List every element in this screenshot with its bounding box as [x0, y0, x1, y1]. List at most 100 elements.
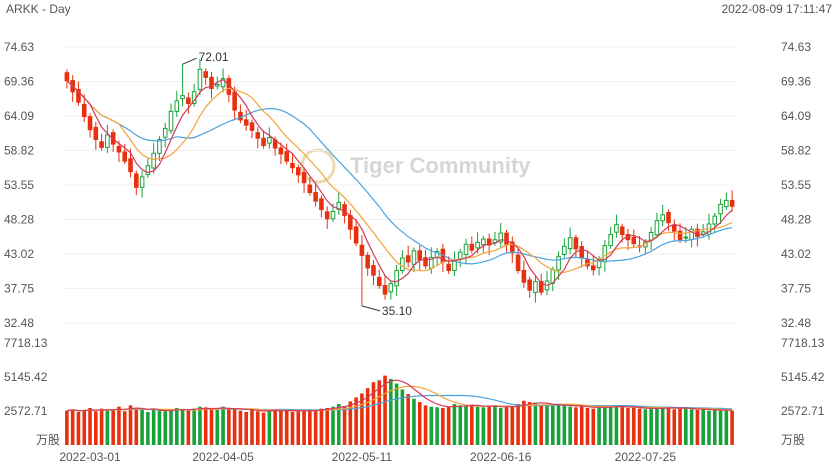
candle-body	[382, 285, 388, 295]
candle-body	[255, 132, 261, 139]
candle-body	[116, 145, 122, 153]
candle-body	[671, 224, 677, 232]
candle-body	[105, 134, 110, 148]
candle-body	[64, 72, 70, 82]
candle-body	[666, 212, 671, 224]
volume-bar	[365, 388, 370, 445]
volume-bar	[134, 407, 139, 445]
volume-tick-right: 2572.71	[781, 404, 825, 418]
candle-body	[504, 232, 509, 245]
volume-bar	[504, 407, 509, 445]
low-annotation-leader	[361, 305, 381, 312]
x-tick-label: 2022-05-11	[332, 450, 393, 464]
candle-body	[527, 279, 532, 291]
price-ma10-line	[66, 80, 733, 273]
candle-body	[388, 283, 394, 293]
volume-bar	[203, 407, 208, 445]
volume-bar	[336, 404, 341, 445]
volume-bar	[70, 409, 75, 445]
candle-body	[238, 111, 243, 121]
candle-body	[348, 214, 353, 230]
volume-bar	[441, 407, 445, 445]
candle-body	[197, 68, 203, 90]
candle-body	[93, 126, 99, 141]
volume-bar	[232, 409, 237, 445]
volume-tick-left: 2572.71	[4, 404, 48, 418]
price-tick-left: 43.02	[4, 247, 34, 261]
candle-body	[313, 192, 318, 202]
price-tick-left: 69.36	[4, 75, 34, 89]
candle-body	[521, 269, 527, 283]
volume-bar	[672, 409, 677, 445]
candle-body	[330, 211, 336, 220]
volume-bar	[539, 404, 544, 445]
volume-bar	[308, 409, 312, 445]
x-tick-label: 2022-07-25	[615, 450, 677, 464]
volume-bar	[348, 401, 353, 445]
volume-bar	[221, 406, 225, 445]
volume-bar	[412, 398, 416, 445]
volume-bar	[406, 394, 410, 445]
volume-bar	[313, 409, 318, 445]
candle-body	[567, 237, 573, 250]
candle-body	[186, 97, 191, 105]
volume-bar	[608, 405, 613, 445]
volume-bar	[689, 409, 694, 445]
candle-body	[394, 269, 399, 287]
volume-bar	[730, 410, 734, 445]
candle-body	[498, 232, 504, 243]
volume-bar	[493, 405, 497, 445]
candle-body	[301, 172, 307, 184]
candle-body	[446, 263, 451, 271]
candle-body	[631, 236, 637, 245]
volume-bar	[261, 412, 266, 445]
volume-bar	[169, 409, 173, 445]
candle-body	[203, 71, 209, 78]
volume-bar	[678, 408, 682, 445]
candle-body	[249, 122, 255, 131]
high-annotation-leader	[182, 57, 197, 65]
volume-bar	[244, 411, 249, 445]
candle-body	[469, 243, 475, 251]
candle-body	[475, 241, 480, 249]
volume-bar	[545, 405, 549, 445]
timestamp: 2022-08-09 17:11:47	[721, 2, 832, 16]
volume-bar	[117, 406, 121, 445]
candle-body	[683, 236, 689, 239]
candle-body	[562, 245, 567, 255]
volume-bar	[284, 410, 289, 445]
high-annotation-label: 72.01	[199, 50, 229, 64]
volume-bar	[591, 408, 596, 445]
volume-bar	[331, 406, 335, 445]
volume-tick-right: 5145.42	[781, 370, 825, 384]
candle-body	[515, 254, 521, 271]
volume-bar	[533, 402, 538, 445]
candle-body	[162, 127, 168, 138]
candle-body	[452, 260, 457, 271]
volume-bar	[695, 409, 700, 445]
volume-bar	[65, 410, 69, 445]
candle-body	[417, 250, 423, 261]
volume-bar	[585, 407, 590, 445]
volume-bar	[579, 406, 584, 445]
volume-ma5-line	[66, 379, 733, 412]
candle-body	[134, 173, 139, 188]
volume-bar	[255, 411, 260, 445]
volume-bar	[325, 407, 329, 445]
volume-tick-left: 7718.13	[4, 336, 48, 350]
volume-bar	[394, 383, 399, 445]
volume-bar	[267, 410, 272, 445]
watermark-text: Tiger Community	[350, 153, 531, 178]
price-tick-left: 32.48	[4, 316, 34, 330]
price-tick-right: 64.09	[781, 109, 811, 123]
candle-body	[220, 78, 226, 88]
volume-bar	[302, 410, 306, 445]
volume-bar	[649, 407, 653, 445]
volume-bar	[626, 407, 630, 445]
candle-body	[295, 167, 301, 176]
volume-bar	[597, 406, 601, 445]
volume-bar	[157, 410, 162, 445]
candle-body	[151, 152, 156, 169]
volume-bar	[423, 405, 428, 445]
